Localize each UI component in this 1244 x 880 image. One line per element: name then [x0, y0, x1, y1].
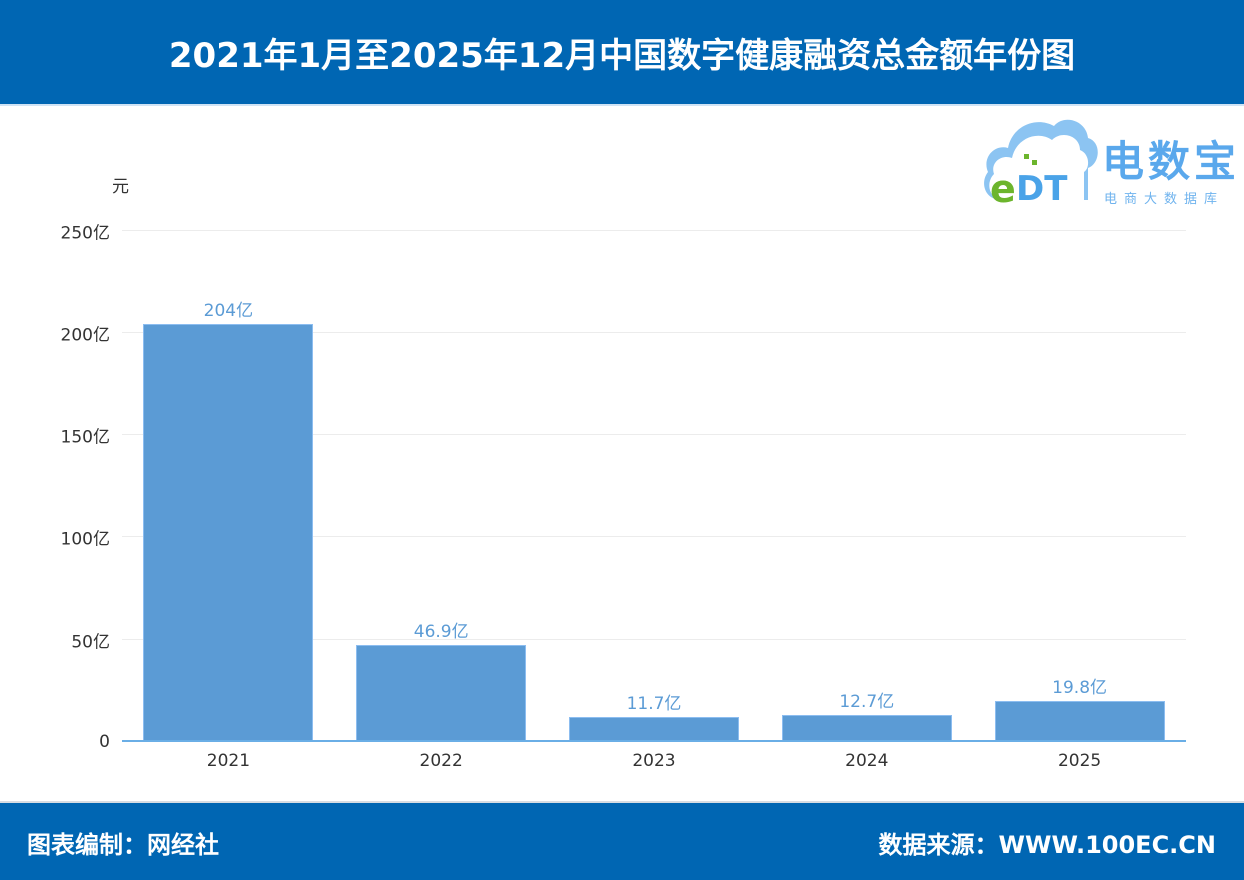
y-tick-label: 50亿	[71, 632, 110, 653]
data-source: 数据来源：WWW.100EC.CN	[878, 831, 1217, 859]
logo-e: e	[990, 167, 1016, 208]
header-divider	[0, 104, 1244, 106]
gridline-150	[122, 434, 1186, 435]
x-tick-label: 2025	[1057, 751, 1102, 771]
bar-2021	[143, 324, 314, 741]
x-tick-label: 2021	[206, 751, 251, 771]
logo-subtitle: 电商大数据库	[1104, 192, 1225, 207]
x-tick-label: 2023	[632, 751, 676, 771]
y-tick-label: 150亿	[60, 427, 110, 448]
x-axis-line	[122, 740, 1186, 742]
y-tick-label: 200亿	[60, 325, 110, 346]
edt-logo: e DT 电数宝 电商大数据库	[980, 112, 1240, 208]
x-tick-label: 2022	[419, 751, 463, 771]
chart-title: 2021年1月至2025年12月中国数字健康融资总金额年份图	[168, 35, 1076, 76]
bar-2025	[994, 700, 1165, 741]
bar-value-label: 204亿	[203, 301, 254, 322]
y-axis-unit: 元	[112, 177, 129, 197]
footer-divider	[0, 801, 1244, 803]
y-tick-label: 250亿	[60, 223, 110, 244]
gridline-250	[122, 230, 1186, 231]
bar-2024	[781, 715, 952, 741]
chart-footer: 图表编制：网经社 数据来源：WWW.100EC.CN	[0, 803, 1244, 880]
logo-name: 电数宝	[1102, 137, 1241, 186]
y-tick-label: 0	[99, 732, 110, 752]
chart-credit: 图表编制：网经社	[27, 831, 219, 859]
logo-dt: DT	[1016, 169, 1068, 208]
y-tick-label: 100亿	[60, 529, 110, 550]
bar-value-label: 46.9亿	[413, 622, 469, 643]
cloud-logo-icon: e DT	[984, 119, 1098, 208]
gridline-50	[122, 639, 1186, 640]
bar-value-label: 19.8亿	[1052, 677, 1108, 698]
bar-value-label: 12.7亿	[839, 692, 895, 713]
chart-header: 2021年1月至2025年12月中国数字健康融资总金额年份图	[0, 0, 1244, 104]
bar-2023	[569, 717, 739, 741]
gridline-200	[122, 332, 1186, 333]
bar-2022	[356, 645, 527, 741]
x-tick-label: 2024	[845, 751, 889, 771]
gridline-100	[122, 536, 1186, 537]
bar-value-label: 11.7亿	[626, 694, 682, 715]
